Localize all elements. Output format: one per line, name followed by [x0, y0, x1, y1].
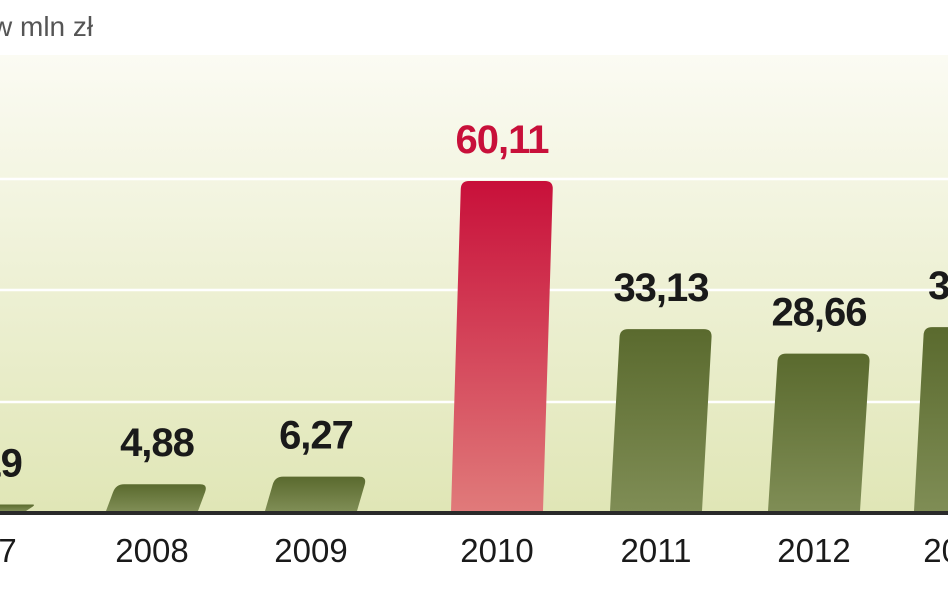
- bar-2010: [451, 181, 553, 511]
- value-label-2008: 4,88: [120, 421, 195, 465]
- value-labels: 1,19 4,88 6,27 60,11 33,13 28,66 33,5: [0, 118, 948, 485]
- x-tick-2008: 2008: [115, 532, 188, 569]
- baseline: [0, 511, 948, 515]
- value-label-2007: 1,19: [0, 441, 22, 485]
- bar-2007: [0, 504, 35, 511]
- x-tick-2013: 2013: [923, 532, 948, 569]
- bars: [0, 181, 948, 511]
- x-tick-2007: 2007: [0, 532, 17, 569]
- value-label-2013: 33,5: [928, 264, 948, 308]
- bar-2009: [265, 476, 366, 511]
- value-label-2012: 28,66: [771, 291, 866, 335]
- x-tick-2010: 2010: [460, 532, 533, 569]
- bar-2013: [914, 327, 948, 511]
- x-tick-2009: 2009: [274, 532, 347, 569]
- value-label-2009: 6,27: [279, 414, 353, 458]
- x-tick-2011: 2011: [621, 532, 692, 569]
- bar-2012: [768, 353, 870, 511]
- x-tick-2012: 2012: [777, 532, 850, 569]
- x-axis-ticks: 2007 2008 2009 2010 2011 2012 2013: [0, 532, 948, 569]
- bar-2008: [106, 484, 206, 511]
- value-label-2011: 33,13: [613, 266, 708, 310]
- bar-2011: [610, 329, 712, 511]
- unit-label: w mln zł: [0, 11, 94, 42]
- value-label-2010: 60,11: [456, 118, 550, 162]
